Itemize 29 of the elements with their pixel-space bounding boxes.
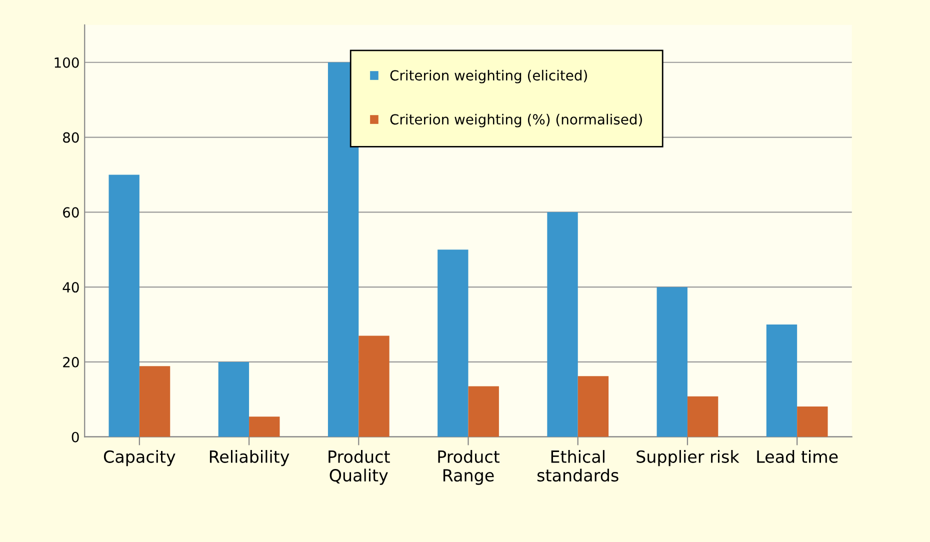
bar: [108, 174, 140, 437]
bar: [358, 336, 390, 437]
x-tick-label: Lead time: [757, 450, 838, 463]
bar: [139, 366, 170, 437]
bar: [438, 250, 468, 437]
bar: [468, 386, 499, 437]
bar: [578, 376, 609, 437]
x-tick-label: Product Range: [438, 450, 500, 485]
y-tick-label: 100: [54, 57, 79, 68]
y-tick-label: 80: [63, 132, 79, 143]
y-tick-label: 60: [63, 207, 79, 218]
legend-label: Criterion weighting (%) (normalised): [390, 114, 642, 128]
x-tick-label: Ethical standards: [537, 450, 618, 482]
y-tick-label: 0: [72, 432, 79, 442]
x-tick-label: Reliability: [210, 450, 290, 466]
bar: [766, 324, 798, 437]
bar: [218, 362, 250, 437]
bar: [547, 212, 578, 437]
bar: [656, 287, 688, 437]
x-tick-label: Capacity: [104, 450, 176, 466]
bar: [797, 406, 828, 437]
bar: [328, 62, 359, 437]
bar: [249, 416, 280, 437]
x-tick-label: Supplier risk: [636, 450, 740, 466]
bar: [687, 396, 718, 437]
legend-label: Criterion weighting (elicited): [390, 70, 587, 84]
y-tick-label: 20: [63, 356, 79, 368]
x-tick-label: Product Quality: [328, 450, 390, 485]
y-tick-label: 40: [62, 282, 79, 293]
